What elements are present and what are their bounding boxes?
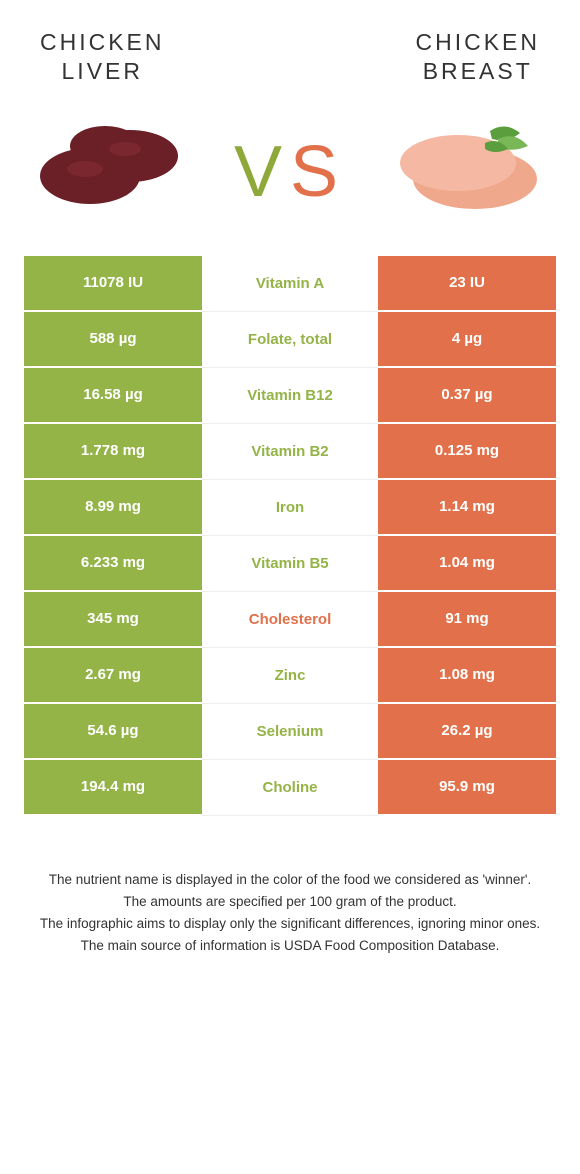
left-value: 1.778 mg [24, 424, 202, 480]
vs-label: VS [234, 130, 346, 212]
right-value: 1.14 mg [378, 480, 556, 536]
nutrient-label: Zinc [202, 648, 378, 704]
left-value: 194.4 mg [24, 760, 202, 816]
right-value: 0.125 mg [378, 424, 556, 480]
right-value: 26.2 µg [378, 704, 556, 760]
nutrient-label: Vitamin A [202, 256, 378, 312]
nutrient-table: 11078 IUVitamin A23 IU588 µgFolate, tota… [24, 256, 556, 816]
left-value: 54.6 µg [24, 704, 202, 760]
left-value: 11078 IU [24, 256, 202, 312]
table-row: 194.4 mgCholine95.9 mg [24, 760, 556, 816]
nutrient-label: Selenium [202, 704, 378, 760]
table-row: 16.58 µgVitamin B120.37 µg [24, 368, 556, 424]
vs-v: V [234, 131, 290, 211]
table-row: 588 µgFolate, total4 µg [24, 312, 556, 368]
right-value: 23 IU [378, 256, 556, 312]
left-value: 8.99 mg [24, 480, 202, 536]
right-value: 1.04 mg [378, 536, 556, 592]
nutrient-label: Choline [202, 760, 378, 816]
right-value: 95.9 mg [378, 760, 556, 816]
left-value: 345 mg [24, 592, 202, 648]
nutrient-label: Vitamin B12 [202, 368, 378, 424]
right-value: 4 µg [378, 312, 556, 368]
footnote-line: The main source of information is USDA F… [34, 936, 546, 956]
left-value: 2.67 mg [24, 648, 202, 704]
liver-image [30, 101, 200, 221]
right-value: 1.08 mg [378, 648, 556, 704]
table-row: 2.67 mgZinc1.08 mg [24, 648, 556, 704]
right-food-title: CHICKEN BREAST [415, 28, 540, 86]
breast-image [380, 101, 550, 221]
table-row: 54.6 µgSelenium26.2 µg [24, 704, 556, 760]
nutrient-label: Folate, total [202, 312, 378, 368]
left-value: 588 µg [24, 312, 202, 368]
header: CHICKEN LIVER CHICKEN BREAST [0, 0, 580, 96]
left-value: 16.58 µg [24, 368, 202, 424]
nutrient-label: Iron [202, 480, 378, 536]
left-value: 6.233 mg [24, 536, 202, 592]
nutrient-label: Vitamin B5 [202, 536, 378, 592]
footnote-line: The nutrient name is displayed in the co… [34, 870, 546, 890]
table-row: 8.99 mgIron1.14 mg [24, 480, 556, 536]
table-row: 345 mgCholesterol91 mg [24, 592, 556, 648]
left-food-title: CHICKEN LIVER [40, 28, 165, 86]
footnotes: The nutrient name is displayed in the co… [34, 870, 546, 957]
right-value: 91 mg [378, 592, 556, 648]
nutrient-label: Vitamin B2 [202, 424, 378, 480]
footnote-line: The amounts are specified per 100 gram o… [34, 892, 546, 912]
right-value: 0.37 µg [378, 368, 556, 424]
table-row: 1.778 mgVitamin B20.125 mg [24, 424, 556, 480]
vs-s: S [290, 131, 346, 211]
nutrient-label: Cholesterol [202, 592, 378, 648]
table-row: 11078 IUVitamin A23 IU [24, 256, 556, 312]
images-row: VS [0, 96, 580, 256]
footnote-line: The infographic aims to display only the… [34, 914, 546, 934]
table-row: 6.233 mgVitamin B51.04 mg [24, 536, 556, 592]
